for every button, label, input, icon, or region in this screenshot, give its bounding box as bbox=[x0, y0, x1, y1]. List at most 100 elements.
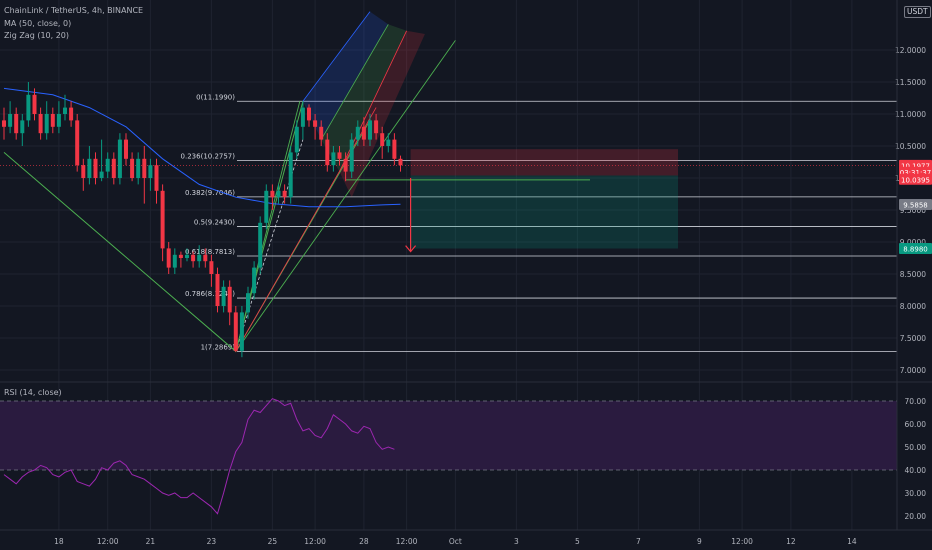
candle-body bbox=[264, 190, 269, 223]
candle-body bbox=[124, 139, 128, 159]
price-tag-label: 10.1977 bbox=[901, 162, 930, 170]
time-axis-label: 23 bbox=[207, 537, 217, 546]
candle-body bbox=[331, 152, 336, 166]
projection-arrow-head bbox=[405, 245, 417, 253]
candle-body bbox=[307, 107, 311, 121]
candle-body bbox=[105, 158, 110, 172]
price-tag-label: 9.5858 bbox=[903, 202, 928, 210]
candle-body bbox=[136, 158, 141, 178]
candle-body bbox=[50, 114, 55, 127]
candle-body bbox=[38, 114, 43, 134]
candle-body bbox=[325, 139, 330, 166]
time-axis-label: 21 bbox=[146, 537, 156, 546]
rsi-legend[interactable]: RSI (14, close) bbox=[4, 388, 62, 397]
rsi-axis-label: 40.00 bbox=[905, 466, 927, 475]
candle-body bbox=[209, 261, 214, 274]
candle-body bbox=[252, 267, 257, 294]
time-axis-label: 9 bbox=[697, 537, 702, 546]
candle-body bbox=[270, 190, 275, 198]
time-axis-label: 3 bbox=[514, 537, 519, 546]
rsi-line bbox=[3, 398, 395, 515]
fib-level-label: 0.236(10.2757) bbox=[181, 152, 236, 160]
fib-level-label: 0.5(9.2430) bbox=[194, 218, 235, 226]
time-axis-label: 18 bbox=[54, 537, 64, 546]
time-axis-label: 12:00 bbox=[97, 537, 119, 546]
candle-body bbox=[117, 139, 122, 178]
time-axis-label: 12 bbox=[786, 537, 796, 546]
zigzag-legend[interactable]: Zig Zag (10, 20) bbox=[4, 31, 70, 40]
candle-body bbox=[93, 158, 98, 178]
candle-body bbox=[197, 254, 202, 262]
candle-body bbox=[233, 312, 238, 351]
price-axis-label: 7.0000 bbox=[900, 366, 926, 375]
candle-body bbox=[142, 158, 147, 178]
fan-channel-edge bbox=[302, 11, 371, 102]
candle-body bbox=[2, 120, 6, 127]
time-axis-label: 12:00 bbox=[396, 537, 418, 546]
candle-body bbox=[398, 158, 403, 166]
price-axis-label: 11.5000 bbox=[895, 78, 926, 87]
candle-body bbox=[20, 120, 25, 134]
candle-body bbox=[166, 248, 171, 268]
candle-body bbox=[56, 114, 61, 127]
price-tag-label: 03:31:37 bbox=[900, 169, 931, 177]
candle-body bbox=[313, 120, 318, 127]
fib-level-label: 0(11.1990) bbox=[196, 93, 235, 101]
rsi-axis-label: 30.00 bbox=[905, 489, 927, 498]
rsi-axis-label: 20.00 bbox=[905, 512, 927, 521]
candle-body bbox=[154, 165, 159, 191]
candle-body bbox=[69, 107, 74, 121]
candle-body bbox=[300, 107, 305, 127]
time-axis-label: 28 bbox=[359, 537, 369, 546]
candle-body bbox=[44, 114, 49, 134]
fan-channel bbox=[339, 30, 425, 198]
candle-body bbox=[178, 254, 183, 258]
candle-body bbox=[87, 158, 92, 178]
currency-badge[interactable]: USDT bbox=[904, 6, 931, 18]
fan-channel bbox=[321, 24, 407, 172]
candle-body bbox=[368, 120, 372, 140]
ma-legend[interactable]: MA (50, close, 0) bbox=[4, 19, 72, 28]
price-axis-label: 8.5000 bbox=[900, 270, 926, 279]
candle-body bbox=[215, 274, 220, 306]
time-axis-label: 12:00 bbox=[731, 537, 753, 546]
fan-line bbox=[235, 40, 456, 352]
price-tag-label: 10.0395 bbox=[901, 176, 930, 184]
candle-body bbox=[288, 152, 293, 198]
candle-body bbox=[172, 254, 177, 268]
candle-body bbox=[14, 114, 19, 134]
time-axis-label: 25 bbox=[268, 537, 278, 546]
candle-body bbox=[8, 114, 13, 127]
price-tag-label: 8.8980 bbox=[903, 246, 928, 254]
candle-body bbox=[349, 139, 354, 172]
time-axis-label: 14 bbox=[847, 537, 857, 546]
price-tag bbox=[899, 243, 932, 255]
fib-level-label: 1(7.2869) bbox=[201, 344, 236, 352]
chart-title: ChainLink / TetherUS, 4h, BINANCE bbox=[4, 6, 144, 15]
rsi-band bbox=[0, 401, 897, 470]
price-tag bbox=[899, 199, 932, 211]
candle-body bbox=[355, 126, 360, 140]
candle-body bbox=[343, 158, 348, 172]
time-axis-label: 7 bbox=[636, 537, 641, 546]
price-axis-label: 7.5000 bbox=[900, 334, 926, 343]
price-axis-label: 9.5000 bbox=[900, 206, 926, 215]
price-tag bbox=[899, 173, 932, 185]
candle-body bbox=[191, 254, 196, 262]
candle-body bbox=[380, 133, 385, 146]
fib-level-label: 0.618(8.7813) bbox=[185, 248, 235, 256]
candle-body bbox=[239, 312, 244, 351]
candle-body bbox=[276, 190, 281, 198]
candle-body bbox=[294, 126, 299, 153]
candle-body bbox=[227, 286, 232, 313]
candle-body bbox=[374, 120, 379, 134]
candle-body bbox=[111, 158, 116, 178]
rsi-axis-label: 60.00 bbox=[905, 420, 927, 429]
candle-body bbox=[99, 171, 104, 178]
candle-body bbox=[130, 158, 135, 178]
ma-line bbox=[3, 87, 401, 208]
time-axis-label: 12:00 bbox=[304, 537, 326, 546]
price-axis-label: 9.0000 bbox=[900, 238, 926, 247]
time-axis-label: Oct bbox=[449, 537, 462, 546]
